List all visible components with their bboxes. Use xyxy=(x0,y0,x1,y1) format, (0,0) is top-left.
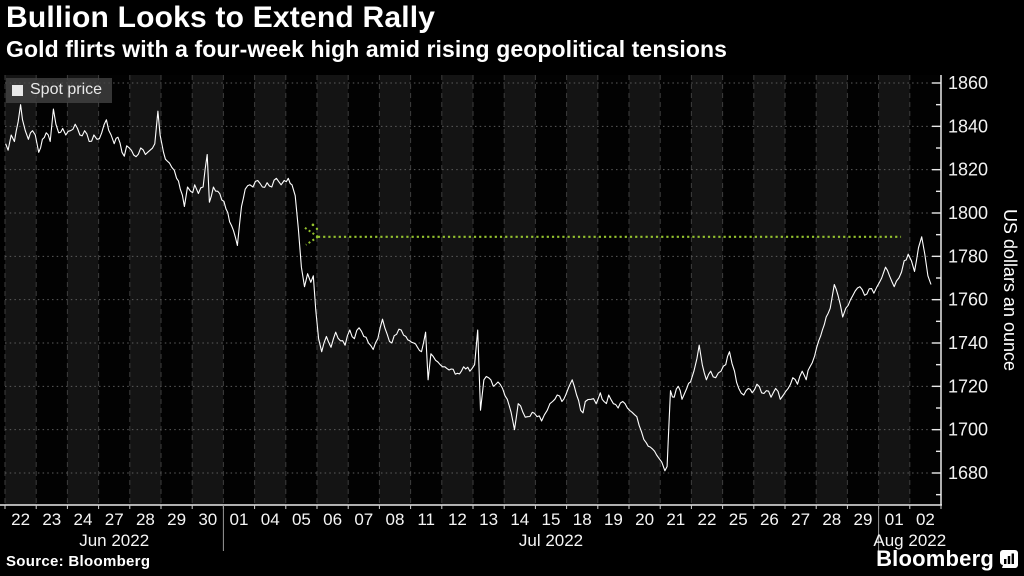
svg-text:29: 29 xyxy=(854,510,873,529)
bloomberg-logo-icon xyxy=(1000,550,1018,568)
svg-text:07: 07 xyxy=(354,510,373,529)
svg-text:01: 01 xyxy=(885,510,904,529)
svg-text:22: 22 xyxy=(698,510,717,529)
svg-text:1740: 1740 xyxy=(948,333,988,353)
svg-text:1840: 1840 xyxy=(948,116,988,136)
svg-text:26: 26 xyxy=(760,510,779,529)
legend-swatch-icon xyxy=(12,84,23,96)
y-axis-labels: 1680 1700 1720 1740 1760 1780 1800 1820 1840 1860 xyxy=(932,73,988,496)
svg-text:18: 18 xyxy=(573,510,592,529)
svg-text:Aug 2022: Aug 2022 xyxy=(873,531,946,550)
svg-text:12: 12 xyxy=(448,510,467,529)
svg-text:1700: 1700 xyxy=(948,420,988,440)
svg-text:20: 20 xyxy=(635,510,654,529)
svg-text:08: 08 xyxy=(386,510,405,529)
svg-text:1760: 1760 xyxy=(948,290,988,310)
svg-text:25: 25 xyxy=(729,510,748,529)
horizontal-gridlines xyxy=(5,82,941,474)
svg-text:21: 21 xyxy=(666,510,685,529)
svg-text:14: 14 xyxy=(510,510,529,529)
svg-text:22: 22 xyxy=(11,510,30,529)
brand: Bloomberg xyxy=(876,546,1018,572)
page-title: Bullion Looks to Extend Rally xyxy=(6,1,436,34)
svg-text:1860: 1860 xyxy=(948,73,988,93)
legend: Spot price xyxy=(6,78,113,103)
source-label: Source: Bloomberg xyxy=(6,553,151,570)
svg-text:06: 06 xyxy=(323,510,342,529)
svg-text:1800: 1800 xyxy=(948,203,988,223)
svg-text:04: 04 xyxy=(261,510,280,529)
svg-text:28: 28 xyxy=(822,510,841,529)
svg-text:13: 13 xyxy=(479,510,498,529)
svg-text:27: 27 xyxy=(791,510,810,529)
svg-text:11: 11 xyxy=(417,510,435,529)
svg-text:30: 30 xyxy=(198,510,217,529)
svg-text:05: 05 xyxy=(292,510,311,529)
x-axis-labels: 22 23 24 27 28 29 30 01 04 05 06 07 08 11 12 13 14 15 18 19… xyxy=(4,505,946,551)
four-week-high-line xyxy=(304,223,902,246)
svg-text:15: 15 xyxy=(542,510,561,529)
svg-text:1780: 1780 xyxy=(948,246,988,266)
svg-text:1680: 1680 xyxy=(948,463,988,483)
svg-text:Jun 2022: Jun 2022 xyxy=(79,531,149,550)
svg-text:1720: 1720 xyxy=(948,376,988,396)
page-subtitle: Gold flirts with a four-week high amid r… xyxy=(6,36,728,62)
legend-label: Spot price xyxy=(30,81,103,98)
svg-text:19: 19 xyxy=(604,510,623,529)
svg-text:1820: 1820 xyxy=(948,160,988,180)
svg-text:23: 23 xyxy=(42,510,61,529)
svg-text:27: 27 xyxy=(105,510,124,529)
svg-text:28: 28 xyxy=(136,510,155,529)
svg-text:01: 01 xyxy=(230,510,249,529)
spot-price-line xyxy=(5,104,932,472)
y-axis-title: US dollars an ounce xyxy=(1000,209,1020,371)
svg-text:24: 24 xyxy=(74,510,93,529)
brand-wordmark: Bloomberg xyxy=(876,546,994,571)
svg-text:02: 02 xyxy=(916,510,935,529)
svg-text:Jul 2022: Jul 2022 xyxy=(519,531,583,550)
day-bands xyxy=(5,75,941,505)
svg-text:29: 29 xyxy=(167,510,186,529)
